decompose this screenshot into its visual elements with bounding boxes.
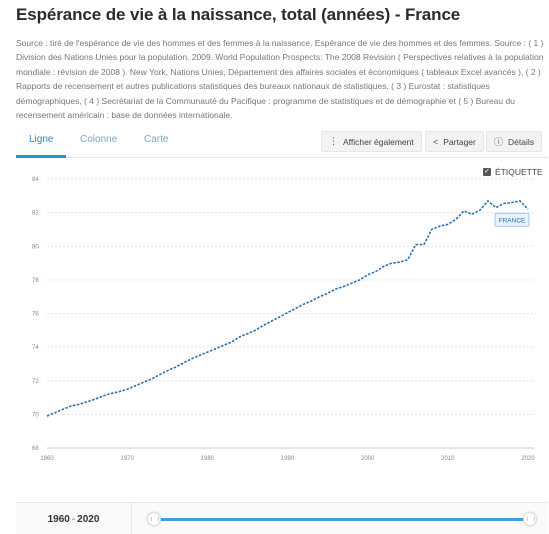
share-label: Partager (443, 136, 476, 147)
show-also-button[interactable]: ⋮ Afficher également (321, 131, 422, 152)
page-title: Espérance de vie à la naissance, total (… (16, 5, 461, 24)
range-separator: - (71, 513, 76, 525)
x-tick-label-1960: 1960 (40, 456, 54, 462)
y-tick-label-76: 76 (32, 312, 39, 318)
source-note: Source : tiré de l'espérance de vie des … (16, 38, 544, 121)
label-toggle-text: ÉTIQUETTE (495, 167, 543, 177)
tab-map[interactable]: Carte (144, 134, 169, 145)
y-tick-label-74: 74 (32, 345, 39, 351)
x-tick-label-1990: 1990 (281, 456, 295, 462)
x-tick-label-2000: 2000 (361, 456, 375, 462)
y-tick-label-68: 68 (32, 446, 39, 452)
x-tick-label-1980: 1980 (201, 456, 215, 462)
range-slider-track[interactable] (154, 518, 530, 521)
y-tick-label-82: 82 (32, 211, 39, 217)
share-button[interactable]: < Partager (425, 131, 484, 152)
active-tab-indicator (16, 155, 66, 158)
y-tick-label-70: 70 (32, 412, 39, 418)
range-label: 1960 - 2020 (16, 503, 132, 534)
label-toggle[interactable]: ✓ ÉTIQUETTE (483, 167, 543, 177)
series-end-label-box (494, 212, 530, 227)
range-end: 2020 (77, 513, 100, 525)
y-tick-label-84: 84 (32, 177, 39, 183)
info-icon: ⓘ (494, 137, 504, 147)
x-tick-label-1970: 1970 (120, 456, 134, 462)
y-tick-label-80: 80 (32, 244, 39, 250)
x-tick-label-2010: 2010 (441, 456, 455, 462)
y-tick-label-78: 78 (32, 278, 39, 284)
details-button[interactable]: ⓘ Détails (486, 131, 542, 152)
details-label: Détails (508, 136, 534, 147)
line-chart: 68 70 72 74 76 78 80 82 84 1960 1970 1980 1990 2000 20… (32, 177, 535, 462)
time-range-footer: 1960 - 2020 (16, 502, 548, 534)
tab-column[interactable]: Colonne (80, 134, 118, 145)
series-line-france (46, 199, 529, 417)
y-tick-label-72: 72 (32, 379, 39, 385)
x-tick-label-2020: 2020 (521, 456, 535, 462)
chart-area: 68 70 72 74 76 78 80 82 84 1960 1970 1980 1990 2000 20… (16, 158, 548, 500)
chart-tab-bar: Ligne Colonne Carte ⋮ Afficher également… (16, 128, 548, 158)
more-vertical-icon: ⋮ (329, 136, 338, 146)
show-also-label: Afficher également (343, 136, 414, 147)
checkbox-checked-icon[interactable]: ✓ (483, 168, 491, 176)
share-icon: < (433, 136, 439, 147)
tab-line[interactable]: Ligne (29, 134, 54, 145)
series-end-label: FRANCE (499, 217, 526, 224)
range-start: 1960 (47, 513, 70, 525)
range-slider-end-handle[interactable] (523, 512, 537, 526)
range-slider-start-handle[interactable] (147, 512, 161, 526)
